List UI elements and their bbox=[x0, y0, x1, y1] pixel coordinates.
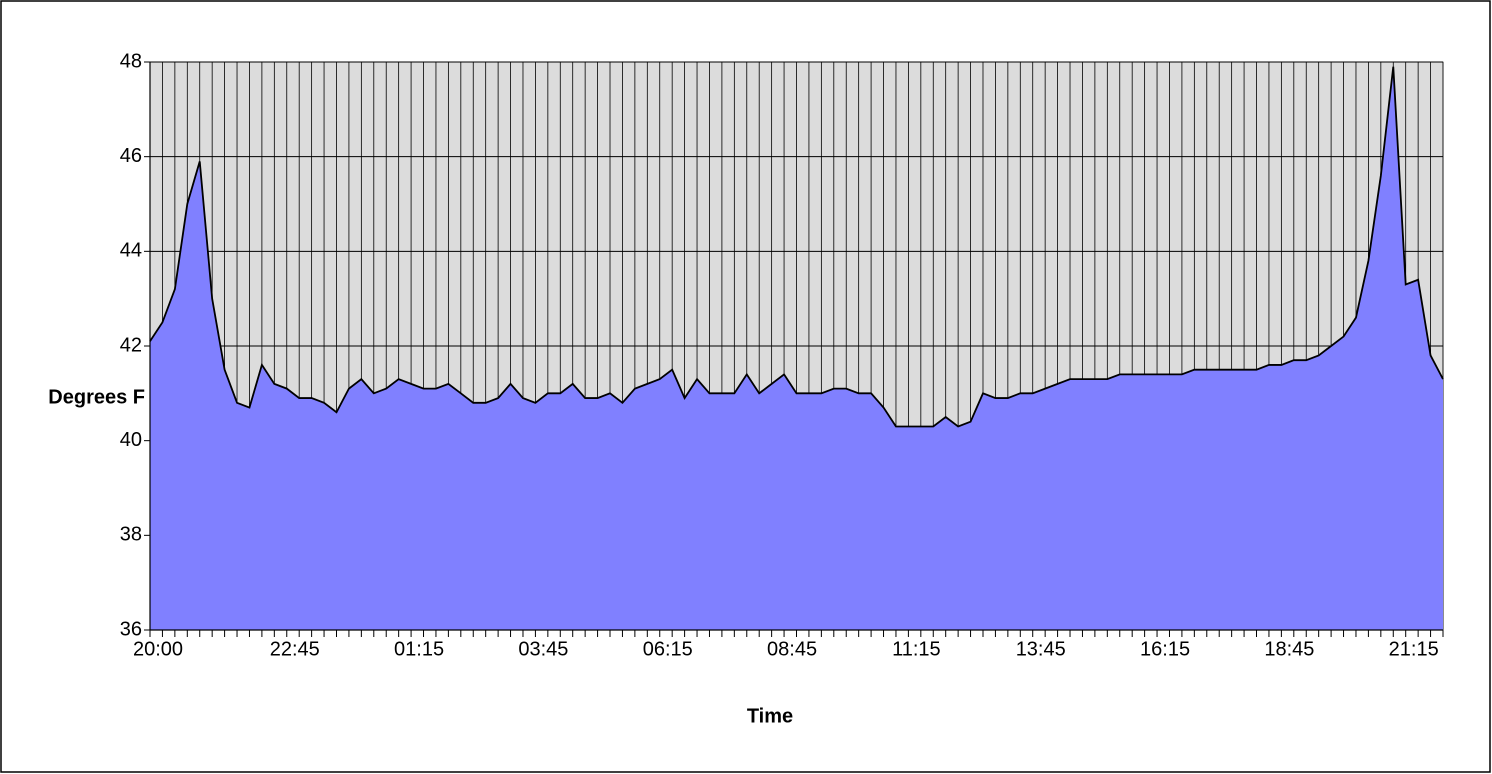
x-tick-label: 18:45 bbox=[1264, 638, 1314, 660]
x-tick-label: 21:15 bbox=[1389, 638, 1439, 660]
y-tick-label: 46 bbox=[120, 145, 142, 167]
x-tick-label: 16:15 bbox=[1140, 638, 1190, 660]
y-tick-label: 42 bbox=[120, 334, 142, 356]
area bbox=[150, 66, 1443, 631]
x-axis-title: Time bbox=[747, 705, 793, 727]
x-tick-label: 22:45 bbox=[270, 638, 320, 660]
y-tick-label: 48 bbox=[120, 50, 142, 72]
x-tick-label: 08:45 bbox=[767, 638, 817, 660]
x-tick-label: 20:00 bbox=[133, 638, 183, 660]
y-tick-label: 36 bbox=[120, 618, 142, 640]
x-tick-label: 03:45 bbox=[518, 638, 568, 660]
y-tick-label: 44 bbox=[120, 240, 142, 262]
area-line bbox=[149, 66, 1444, 428]
x-tick-label: 13:45 bbox=[1016, 638, 1066, 660]
x-tick-label: 11:15 bbox=[892, 638, 941, 660]
y-axis-title: Degrees F bbox=[48, 386, 145, 408]
y-tick-label: 40 bbox=[120, 429, 142, 451]
x-tick-label: 01:15 bbox=[394, 638, 444, 660]
x-tick-label: 06:15 bbox=[643, 638, 693, 660]
y-tick-label: 38 bbox=[120, 524, 142, 546]
